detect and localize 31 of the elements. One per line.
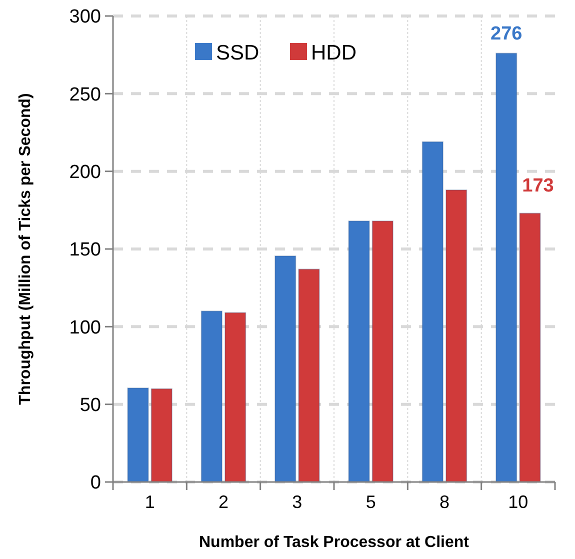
bar (496, 52, 518, 482)
y-axis-title: Throughput (Million of Ticks per Second) (17, 93, 34, 405)
x-axis-title: Number of Task Processor at Client (199, 534, 470, 551)
bar (348, 220, 370, 482)
y-tick-label: 50 (80, 394, 101, 416)
bar (519, 212, 541, 482)
y-tick-label: 300 (69, 6, 101, 28)
x-tick-label: 10 (508, 492, 528, 512)
data-label: 276 (490, 23, 522, 44)
y-tick-label: 0 (90, 472, 101, 494)
y-tick-label: 200 (69, 162, 101, 183)
x-tick-label: 5 (366, 492, 376, 512)
bar (224, 312, 246, 482)
y-tick-label: 100 (69, 317, 101, 338)
bar (150, 388, 172, 482)
x-tick-label: 3 (292, 492, 302, 512)
bar (200, 310, 222, 482)
bar (446, 189, 468, 482)
bar (298, 268, 320, 482)
x-tick-label: 1 (144, 492, 155, 512)
x-tick-label: 8 (439, 492, 450, 512)
x-tick-label: 2 (218, 492, 229, 512)
legend-label: SSD (216, 41, 260, 64)
bar (422, 141, 444, 482)
data-label: 173 (522, 175, 554, 196)
bar (274, 255, 296, 482)
y-tick-label: 150 (69, 240, 101, 261)
legend-label: HDD (311, 41, 356, 64)
y-tick-label: 250 (69, 84, 101, 106)
bar (127, 388, 149, 482)
bar (372, 220, 394, 482)
